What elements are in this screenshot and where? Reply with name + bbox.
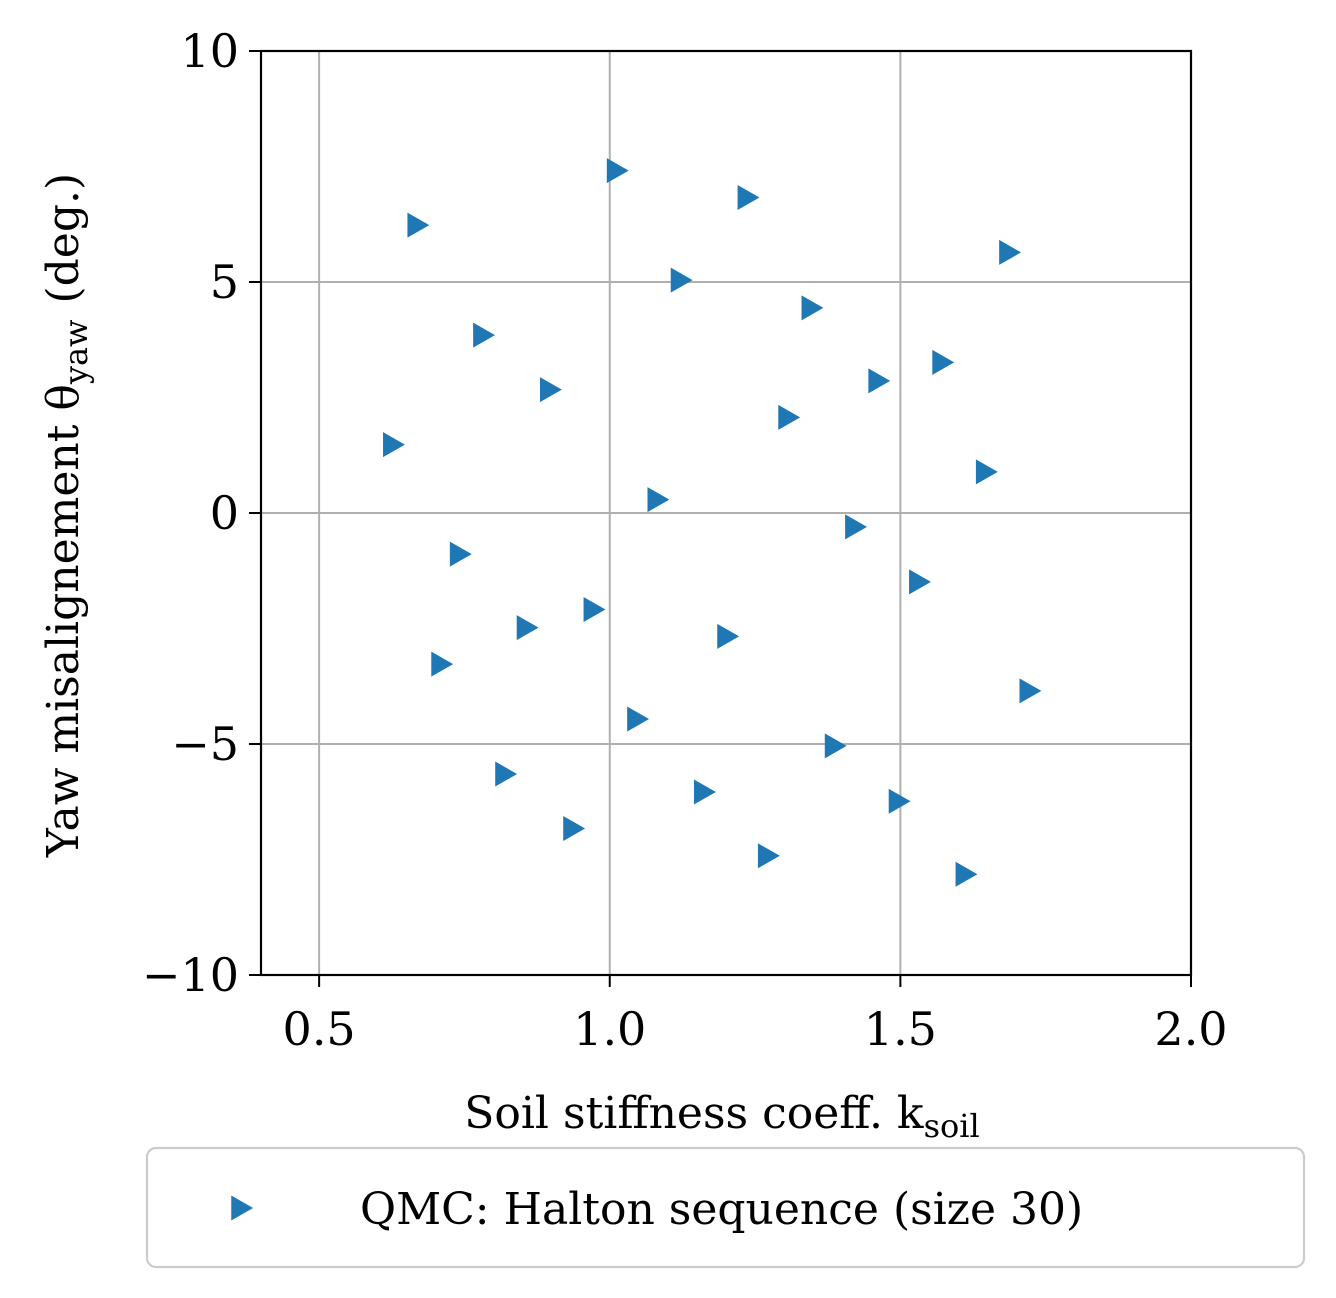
y-tick-label: 5 [210, 255, 239, 309]
data-point [694, 779, 716, 805]
data-point [383, 432, 405, 458]
data-point [647, 487, 670, 513]
legend-entry-label: QMC: Halton sequence (size 30) [360, 1184, 1083, 1235]
x-axis-label: Soil stiffness coeff. ksoil [464, 1088, 980, 1145]
x-tick-label: 0.5 [283, 1002, 356, 1056]
data-point [737, 184, 760, 210]
data-point [999, 239, 1022, 265]
data-point [757, 843, 780, 869]
y-tick-label: 10 [180, 24, 239, 78]
data-point [975, 459, 998, 485]
data-point [845, 514, 867, 540]
y-tick-label: 0 [210, 486, 239, 540]
x-axis-label-main: Soil stiffness coeff. k [464, 1088, 924, 1139]
data-point [824, 733, 847, 759]
x-tick-label: 1.0 [573, 1002, 646, 1056]
data-point [449, 541, 472, 567]
y-axis-label-main: Yaw misalignement θ [38, 384, 89, 858]
data-point [583, 597, 606, 623]
data-point [627, 706, 650, 732]
data-point [473, 322, 495, 348]
data-point [431, 651, 454, 677]
y-tick-label: −5 [171, 717, 239, 771]
data-point [495, 761, 518, 787]
data-point [407, 212, 430, 238]
data-point [888, 788, 911, 814]
x-axis-label-sub: soil [924, 1107, 980, 1145]
data-point [1019, 678, 1042, 704]
legend: QMC: Halton sequence (size 30) [145, 1146, 1306, 1269]
data-point [606, 158, 629, 184]
y-axis-label: Yaw misalignement θyaw (deg.) [38, 173, 95, 858]
data-point [932, 349, 955, 375]
y-axis-label-unit: (deg.) [38, 173, 89, 304]
legend-box [145, 1146, 1306, 1269]
data-point [539, 377, 562, 403]
x-tick-label: 2.0 [1154, 1002, 1227, 1056]
axis-ticks: 0.5 1.0 1.5 2.0 10 5 0 −5 −10 [142, 24, 1228, 1056]
data-point [909, 569, 931, 595]
legend-marker-icon [231, 1195, 254, 1221]
data-point [801, 295, 824, 321]
data-point [717, 623, 740, 649]
data-point [868, 368, 891, 394]
y-tick-label: −10 [142, 948, 239, 1002]
data-points [383, 158, 1042, 887]
data-point [670, 267, 693, 293]
data-point [563, 816, 586, 842]
data-point [955, 861, 978, 887]
y-axis-label-sub: yaw [57, 320, 95, 386]
data-point [516, 615, 539, 641]
data-point [778, 404, 801, 430]
x-tick-label: 1.5 [864, 1002, 937, 1056]
